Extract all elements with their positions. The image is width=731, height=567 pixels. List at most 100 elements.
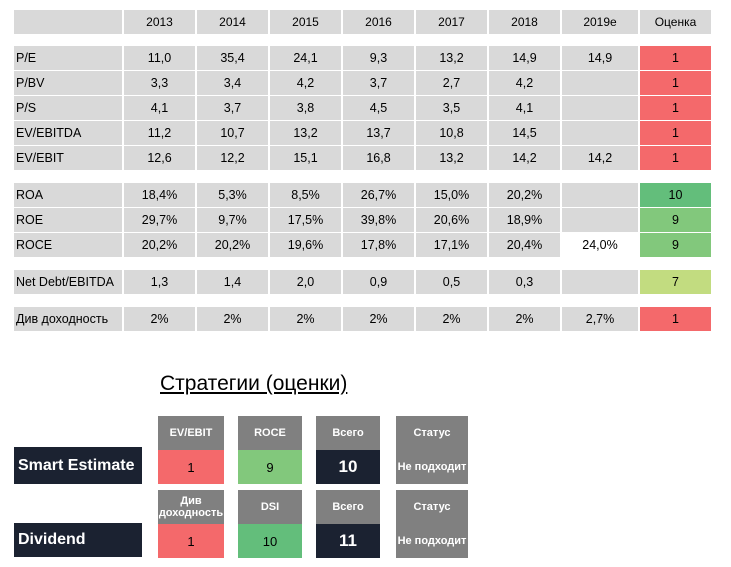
table-row: P/BV 3,3 3,4 4,2 3,7 2,7 4,2 1 xyxy=(14,71,718,95)
table-row: EV/EBIT 12,6 12,2 15,1 16,8 13,2 14,2 14… xyxy=(14,146,718,170)
metric-label: ROE xyxy=(14,208,122,232)
value-cell: 9,3 xyxy=(343,46,414,70)
score-cell: 1 xyxy=(640,96,711,120)
metric-label: Net Debt/EBITDA xyxy=(14,270,122,294)
metric-label: P/E xyxy=(14,46,122,70)
metric2-header: ROCE xyxy=(238,416,302,450)
value-cell: 20,2% xyxy=(124,233,195,257)
strategy-name: Dividend xyxy=(14,523,142,557)
value-cell: 0,3 xyxy=(489,270,560,294)
score-cell: 1 xyxy=(640,121,711,145)
score-cell: 1 xyxy=(640,71,711,95)
value-cell: 39,8% xyxy=(343,208,414,232)
value-cell: 3,7 xyxy=(343,71,414,95)
value-cell: 11,0 xyxy=(124,46,195,70)
value-cell: 17,1% xyxy=(416,233,487,257)
metric-label: P/S xyxy=(14,96,122,120)
total-header: Всего xyxy=(316,490,380,524)
score-cell: 7 xyxy=(640,270,711,294)
metric-label: P/BV xyxy=(14,71,122,95)
value-cell: 10,7 xyxy=(197,121,268,145)
value-cell: 2,7 xyxy=(416,71,487,95)
value-cell: 9,7% xyxy=(197,208,268,232)
value-cell: 17,8% xyxy=(343,233,414,257)
value-cell: 4,1 xyxy=(489,96,560,120)
value-cell: 18,9% xyxy=(489,208,560,232)
forecast-cell: 14,9 xyxy=(562,46,638,70)
metric-label: EV/EBIT xyxy=(14,146,122,170)
value-cell: 0,5 xyxy=(416,270,487,294)
value-cell: 3,7 xyxy=(197,96,268,120)
metric1-score: 1 xyxy=(158,524,224,558)
value-cell: 4,2 xyxy=(270,71,341,95)
value-cell: 26,7% xyxy=(343,183,414,207)
value-cell: 2% xyxy=(416,307,487,331)
total-header: Всего xyxy=(316,416,380,450)
value-cell: 2% xyxy=(124,307,195,331)
header-cell: 2015 xyxy=(270,10,341,34)
value-cell: 2% xyxy=(270,307,341,331)
total-score: 11 xyxy=(316,524,380,558)
forecast-cell: 24,0% xyxy=(582,238,618,252)
header-cell: Оценка xyxy=(640,10,711,34)
valuation-table: 2013 2014 2015 2016 2017 2018 2019e Оцен… xyxy=(14,10,718,332)
value-cell: 2,0 xyxy=(270,270,341,294)
value-cell: 35,4 xyxy=(197,46,268,70)
value-cell: 11,2 xyxy=(124,121,195,145)
table-row: ROA 18,4% 5,3% 8,5% 26,7% 15,0% 20,2% 10 xyxy=(14,183,718,207)
value-cell: 14,5 xyxy=(489,121,560,145)
table-row: P/S 4,1 3,7 3,8 4,5 3,5 4,1 1 xyxy=(14,96,718,120)
value-cell: 15,1 xyxy=(270,146,341,170)
header-cell: 2017 xyxy=(416,10,487,34)
header-cell: 2014 xyxy=(197,10,268,34)
value-cell: 1,3 xyxy=(124,270,195,294)
value-cell: 12,6 xyxy=(124,146,195,170)
score-cell: 9 xyxy=(640,233,711,257)
strategy-name: Smart Estimate xyxy=(14,447,142,484)
value-cell: 14,2 xyxy=(489,146,560,170)
value-cell: 0,9 xyxy=(343,270,414,294)
status-value: Не подходит xyxy=(396,450,468,484)
metric-label: ROCE xyxy=(14,233,122,257)
value-cell: 3,5 xyxy=(416,96,487,120)
header-cell: 2016 xyxy=(343,10,414,34)
strategies-title: Стратегии (оценки) xyxy=(160,372,348,395)
header-cell: 2013 xyxy=(124,10,195,34)
forecast-cell xyxy=(562,208,638,232)
header-cell: 2018 xyxy=(489,10,560,34)
score-cell: 1 xyxy=(640,46,711,70)
value-cell: 13,7 xyxy=(343,121,414,145)
value-cell: 17,5% xyxy=(270,208,341,232)
value-cell: 13,2 xyxy=(416,146,487,170)
score-cell: 1 xyxy=(640,307,711,331)
value-cell: 20,6% xyxy=(416,208,487,232)
table-row: EV/EBITDA 11,2 10,7 13,2 13,7 10,8 14,5 … xyxy=(14,121,718,145)
value-cell: 3,8 xyxy=(270,96,341,120)
value-cell: 29,7% xyxy=(124,208,195,232)
value-cell: 20,2% xyxy=(197,233,268,257)
value-cell: 4,1 xyxy=(124,96,195,120)
table-row: P/E 11,0 35,4 24,1 9,3 13,2 14,9 14,9 1 xyxy=(14,46,718,70)
score-cell: 1 xyxy=(640,146,711,170)
forecast-cell xyxy=(562,270,638,294)
value-cell: 24,1 xyxy=(270,46,341,70)
table-row: ROCE 20,2% 20,2% 19,6% 17,8% 17,1% 20,4%… xyxy=(14,233,718,257)
value-cell: 4,2 xyxy=(489,71,560,95)
metric2-score: 10 xyxy=(238,524,302,558)
value-cell: 12,2 xyxy=(197,146,268,170)
forecast-cell xyxy=(562,121,638,145)
metric-label: EV/EBITDA xyxy=(14,121,122,145)
value-cell: 2% xyxy=(197,307,268,331)
value-cell: 1,4 xyxy=(197,270,268,294)
value-cell: 14,9 xyxy=(489,46,560,70)
forecast-cell: 14,2 xyxy=(562,146,638,170)
value-cell: 10,8 xyxy=(416,121,487,145)
status-header: Статус xyxy=(396,416,468,450)
table-row: ROE 29,7% 9,7% 17,5% 39,8% 20,6% 18,9% 9 xyxy=(14,208,718,232)
value-cell: 13,2 xyxy=(270,121,341,145)
score-cell: 10 xyxy=(640,183,711,207)
value-cell: 16,8 xyxy=(343,146,414,170)
value-cell: 8,5% xyxy=(270,183,341,207)
total-score: 10 xyxy=(316,450,380,484)
value-cell: 13,2 xyxy=(416,46,487,70)
